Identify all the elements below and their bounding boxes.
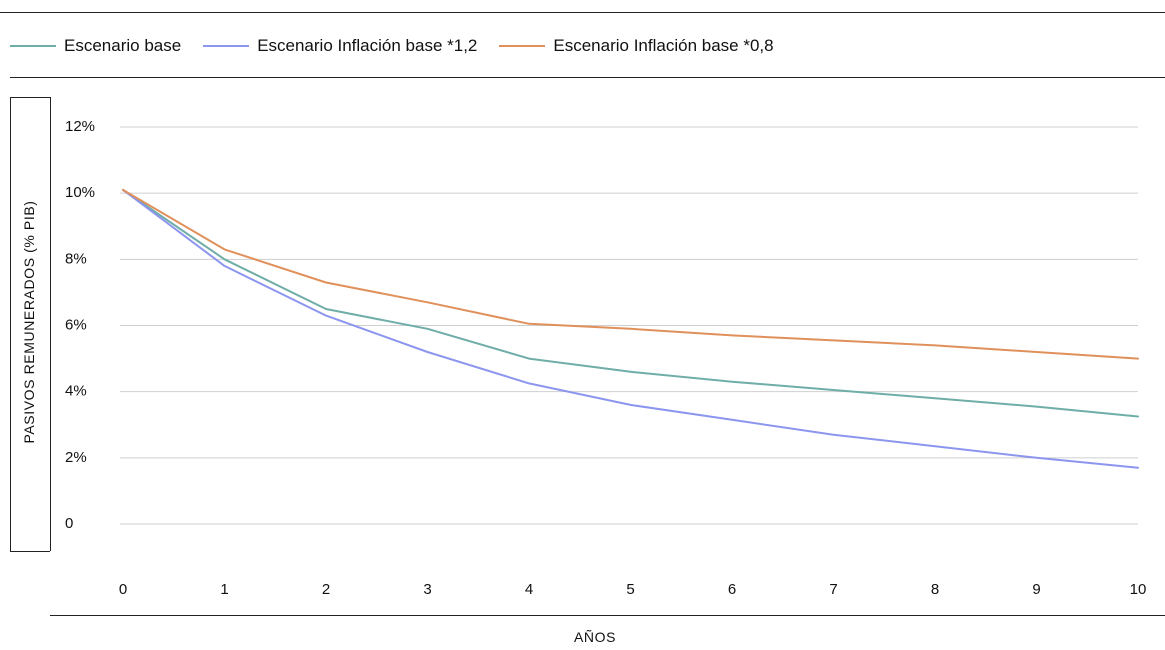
x-tick-label: 6	[728, 581, 736, 598]
x-axis-label: AÑOS	[573, 629, 617, 645]
x-tick-label: 7	[829, 581, 837, 598]
legend: Escenario base Escenario Inflación base …	[10, 28, 796, 64]
legend-swatch-inflation-1-2	[203, 45, 250, 47]
x-tick-label: 4	[525, 581, 533, 598]
y-tick-label: 2%	[65, 449, 87, 466]
x-axis-bottom-rule	[50, 615, 1165, 616]
x-tick-label: 3	[423, 581, 431, 598]
y-tick-label: 4%	[65, 383, 87, 400]
x-tick-label: 8	[931, 581, 939, 598]
y-panel-left-rule	[10, 97, 11, 551]
y-panel-bottom-rule	[10, 551, 50, 552]
x-tick-label: 5	[626, 581, 634, 598]
legend-swatch-inflation-0-8	[499, 45, 546, 47]
series-line-0	[122, 188, 1139, 418]
x-tick-label: 10	[1130, 581, 1147, 598]
legend-label-inflation-0-8: Escenario Inflación base *0,8	[553, 36, 774, 55]
legend-item-base: Escenario base	[10, 36, 181, 56]
x-tick-label: 2	[322, 581, 330, 598]
series-line-2	[122, 188, 1139, 360]
y-tick-label: 10%	[65, 184, 95, 201]
y-tick-label: 8%	[65, 250, 87, 267]
legend-label-base: Escenario base	[64, 36, 182, 55]
legend-label-inflation-1-2: Escenario Inflación base *1,2	[257, 36, 478, 55]
y-tick-label: 6%	[65, 316, 87, 333]
top-rule	[0, 12, 1165, 13]
y-panel-right-rule	[50, 97, 51, 551]
legend-item-inflation-0-8: Escenario Inflación base *0,8	[499, 36, 774, 56]
legend-swatch-base	[10, 45, 56, 47]
x-tick-label: 0	[119, 581, 127, 598]
y-tick-label: 0	[65, 515, 73, 532]
legend-item-inflation-1-2: Escenario Inflación base *1,2	[203, 36, 477, 56]
x-tick-label: 1	[220, 581, 228, 598]
legend-bottom-rule	[10, 77, 1165, 78]
y-tick-label: 12%	[65, 118, 95, 135]
x-tick-label: 9	[1032, 581, 1040, 598]
y-panel-top-rule	[10, 97, 50, 98]
series-line-1	[122, 188, 1139, 469]
